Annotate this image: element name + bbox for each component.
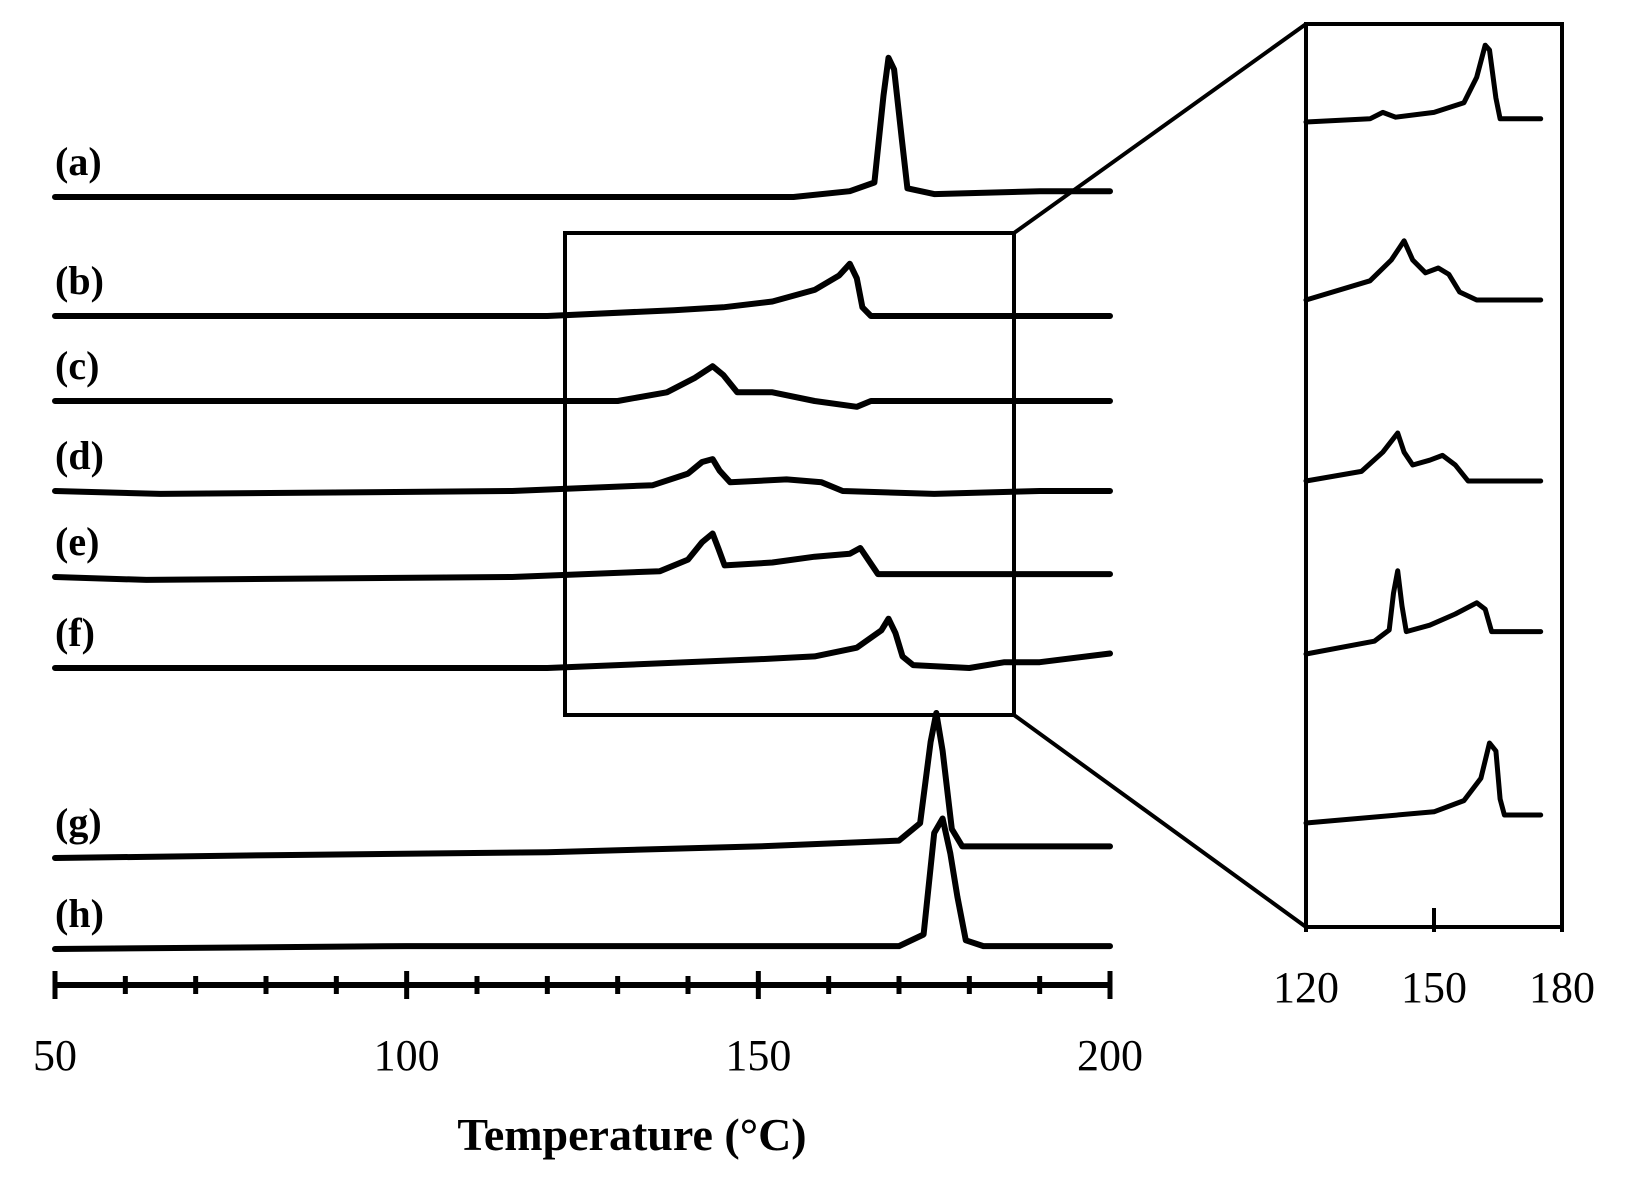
main-x-tick-label: 100 xyxy=(374,1031,440,1080)
zoom-connector-top xyxy=(1012,22,1308,235)
inset-curve-5 xyxy=(1303,740,1544,826)
inset-x-axis: 120 150 180 xyxy=(1273,908,1595,1012)
curve-a xyxy=(52,54,1113,200)
curve-g xyxy=(52,710,1113,861)
main-x-tick-label: 200 xyxy=(1077,1031,1143,1080)
main-x-tick-label: 150 xyxy=(725,1031,791,1080)
curve-d xyxy=(52,456,1113,497)
inset-curve-3 xyxy=(1303,430,1544,484)
inset-curve-4 xyxy=(1303,568,1544,657)
curve-label-a: (a) xyxy=(55,139,102,184)
curve-label-h: (h) xyxy=(55,891,104,936)
inset-curve-1 xyxy=(1303,42,1544,125)
inset-x-tick-label: 180 xyxy=(1529,963,1595,1012)
inset-x-tick-label: 150 xyxy=(1401,963,1467,1012)
curve-f xyxy=(52,615,1113,671)
inset-curve-2 xyxy=(1303,238,1544,303)
curve-label-b: (b) xyxy=(55,258,104,303)
curve-label-c: (c) xyxy=(55,343,99,388)
inset-curves xyxy=(1303,42,1544,826)
zoom-box xyxy=(563,231,1016,717)
main-curve-labels: (a) (b) (c) (d) (e) (f) (g) (h) xyxy=(55,139,104,936)
curve-label-d: (d) xyxy=(55,433,104,478)
zoom-connector-bottom xyxy=(1012,713,1308,929)
curve-c xyxy=(52,363,1113,410)
main-x-axis-title: Temperature (°C) xyxy=(457,1109,806,1160)
main-x-axis: 50 100 150 200 xyxy=(33,971,1143,1080)
main-curves xyxy=(52,54,1113,952)
inset-x-tick-label: 120 xyxy=(1273,963,1339,1012)
curve-e xyxy=(52,530,1113,583)
curve-label-g: (g) xyxy=(55,800,102,845)
curve-label-e: (e) xyxy=(55,519,99,564)
curve-h xyxy=(52,815,1113,952)
curve-label-f: (f) xyxy=(55,610,95,655)
main-x-tick-label: 50 xyxy=(33,1031,77,1080)
curve-b xyxy=(52,260,1113,319)
